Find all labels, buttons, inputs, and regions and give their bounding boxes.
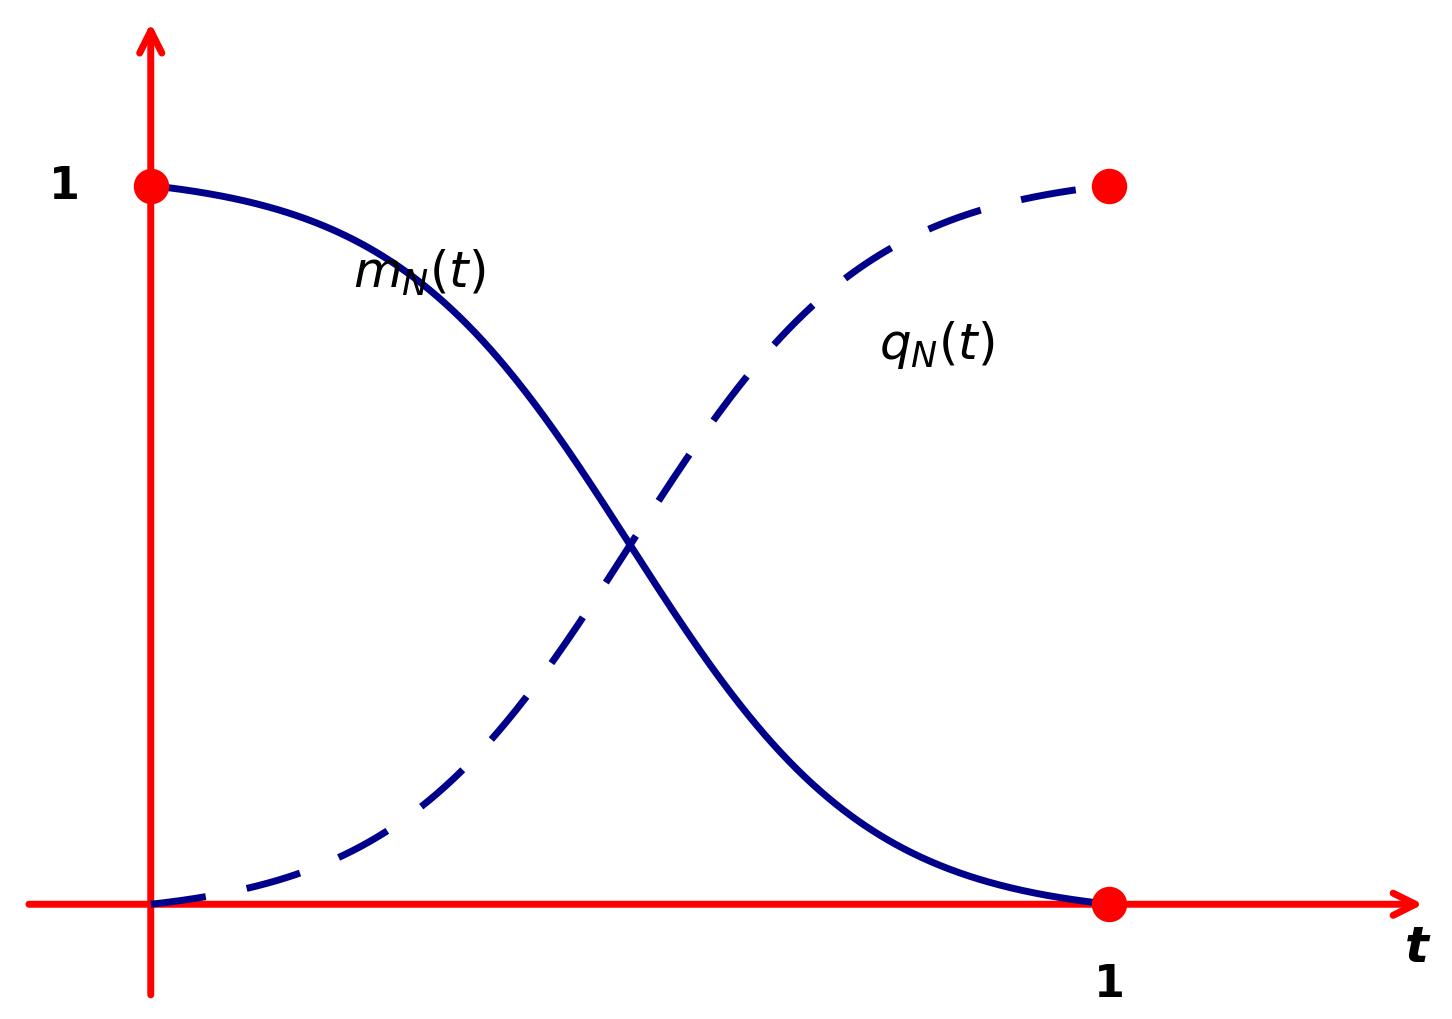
Point xyxy=(139,178,163,195)
Text: 1: 1 xyxy=(1093,962,1125,1005)
Point xyxy=(1098,178,1121,195)
Text: $m_N(t)$: $m_N(t)$ xyxy=(353,248,485,298)
Text: t: t xyxy=(1404,923,1429,971)
Text: $q_N(t)$: $q_N(t)$ xyxy=(878,318,995,370)
Point xyxy=(1098,897,1121,913)
Text: 1: 1 xyxy=(49,165,80,208)
